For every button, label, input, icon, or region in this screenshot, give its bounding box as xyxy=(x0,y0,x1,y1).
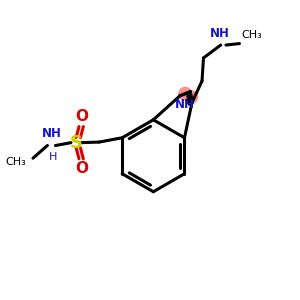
Text: O: O xyxy=(75,109,88,124)
Text: H: H xyxy=(49,152,57,162)
Text: O: O xyxy=(75,161,88,176)
Text: NH: NH xyxy=(210,27,230,40)
Text: CH₃: CH₃ xyxy=(241,30,262,40)
Circle shape xyxy=(179,87,191,100)
Text: NH: NH xyxy=(175,98,195,111)
Text: CH₃: CH₃ xyxy=(5,157,26,167)
Circle shape xyxy=(185,91,197,103)
Text: NH: NH xyxy=(42,128,62,140)
Text: S: S xyxy=(70,134,83,152)
